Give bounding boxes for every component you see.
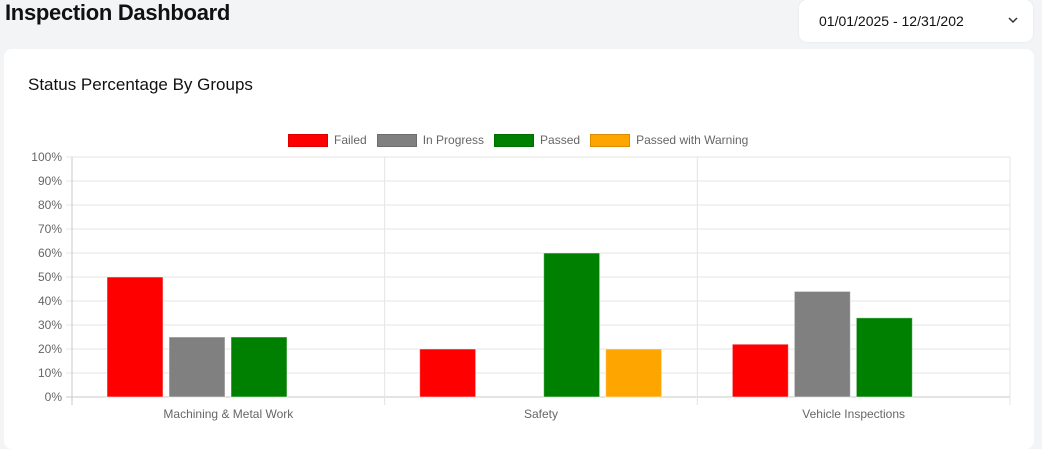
legend-label: Passed — [540, 133, 581, 147]
bar[interactable] — [731, 343, 789, 398]
legend-swatch — [494, 133, 535, 147]
legend-item[interactable]: Passed with Warning — [590, 133, 748, 147]
legend-swatch — [376, 133, 417, 147]
chevron-down-icon — [1008, 17, 1018, 24]
bar[interactable] — [605, 348, 663, 398]
y-tick-label: 10% — [37, 366, 62, 380]
x-category-label: Safety — [523, 407, 558, 421]
bar[interactable] — [168, 336, 226, 398]
y-tick-label: 80% — [37, 198, 62, 212]
bar[interactable] — [793, 290, 851, 398]
legend-item[interactable]: Failed — [288, 133, 367, 147]
chart-title: Status Percentage By Groups — [28, 75, 253, 94]
y-tick-label: 20% — [37, 342, 62, 356]
y-tick-label: 60% — [37, 246, 62, 260]
page-title: Inspection Dashboard — [5, 0, 231, 25]
bar[interactable] — [106, 276, 164, 398]
legend-swatch — [590, 133, 631, 147]
y-tick-label: 90% — [37, 174, 62, 188]
legend-item[interactable]: In Progress — [376, 133, 485, 147]
legend-item[interactable]: Passed — [494, 133, 580, 147]
y-tick-label: 100% — [31, 150, 62, 164]
legend-label: Failed — [334, 133, 367, 147]
bar-chart-plot — [66, 156, 1011, 405]
y-tick-label: 40% — [37, 294, 62, 308]
y-tick-label: 30% — [37, 318, 62, 332]
chart-legend: Failed In Progress Passed Passed with Warni… — [288, 133, 758, 147]
date-range-value: 01/01/2025 - 12/31/202 — [819, 13, 964, 29]
y-tick-label: 0% — [44, 390, 62, 404]
legend-label: Passed with Warning — [636, 133, 749, 147]
date-range-picker[interactable]: 01/01/2025 - 12/31/202 — [799, 0, 1033, 42]
legend-swatch — [288, 133, 328, 147]
y-tick-label: 50% — [37, 270, 62, 284]
y-tick-label: 70% — [37, 222, 62, 236]
bar[interactable] — [419, 348, 477, 398]
bar[interactable] — [543, 252, 601, 398]
chart-card: Status Percentage By Groups Failed In Pro… — [4, 49, 1034, 449]
bar[interactable] — [230, 336, 288, 398]
x-category-label: Machining & Metal Work — [163, 407, 294, 421]
bar[interactable] — [855, 317, 913, 398]
x-category-label: Vehicle Inspections — [802, 407, 906, 421]
legend-label: In Progress — [422, 133, 485, 147]
